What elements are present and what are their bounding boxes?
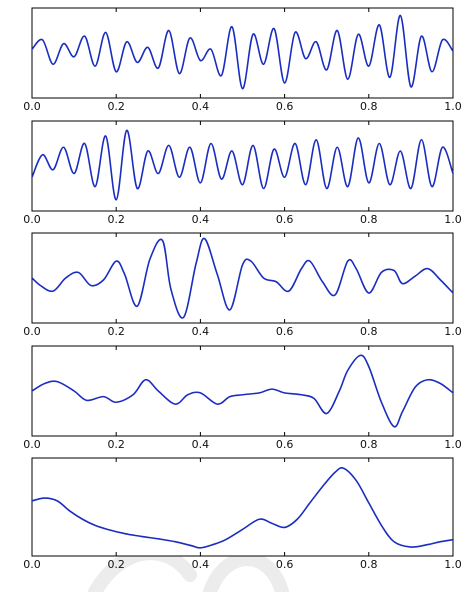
x-tick-label-3-1: 0.0	[23, 325, 41, 338]
x-tick-label-2-2: 0.2	[107, 213, 125, 226]
watermark-stroke-2	[203, 552, 289, 592]
signal-line-4	[31, 354, 454, 428]
subplot-2: 0.0 0.2 0.4 0.6 0.8 1.0	[23, 120, 462, 226]
x-tick-label-5-4: 0.6	[276, 558, 294, 571]
subplot-4: 0.0 0.2 0.4 0.6 0.8 1.0	[23, 345, 462, 451]
x-tick-label-3-6: 1.0	[444, 325, 462, 338]
x-tick-label-5-2: 0.2	[107, 558, 125, 571]
signal-line-1	[31, 14, 454, 90]
x-tick-label-1-3: 0.4	[192, 100, 210, 113]
signal-line-3	[31, 237, 454, 319]
x-tick-label-4-3: 0.4	[192, 438, 210, 451]
x-tick-label-4-5: 0.8	[360, 438, 378, 451]
x-tick-label-3-4: 0.6	[276, 325, 294, 338]
signal-line-2	[31, 129, 454, 201]
x-tick-label-2-1: 0.0	[23, 213, 41, 226]
x-tick-label-3-5: 0.8	[360, 325, 378, 338]
x-tick-label-4-1: 0.0	[23, 438, 41, 451]
x-tick-label-3-3: 0.4	[192, 325, 210, 338]
x-tick-label-1-1: 0.0	[23, 100, 41, 113]
subplot-1: 0.0 0.2 0.4 0.6 0.8 1.0	[23, 7, 462, 113]
axes-frame-5	[31, 457, 454, 557]
axes-frame-2	[31, 120, 454, 212]
axes-frame-4	[31, 345, 454, 437]
signal-line-5	[31, 467, 454, 549]
x-tick-label-2-4: 0.6	[276, 213, 294, 226]
axes-frame-3	[31, 232, 454, 324]
x-tick-label-1-4: 0.6	[276, 100, 294, 113]
x-tick-label-5-1: 0.0	[23, 558, 41, 571]
x-tick-label-1-5: 0.8	[360, 100, 378, 113]
x-tick-label-2-6: 1.0	[444, 213, 462, 226]
x-tick-label-5-5: 0.8	[360, 558, 378, 571]
x-tick-label-5-6: 1.0	[444, 558, 462, 571]
x-tick-label-4-4: 0.6	[276, 438, 294, 451]
axes-frame-1	[31, 7, 454, 99]
x-tick-label-2-5: 0.8	[360, 213, 378, 226]
subplot-5: 0.0 0.2 0.4 0.6 0.8 1.0	[23, 457, 462, 571]
x-tick-label-3-2: 0.2	[107, 325, 125, 338]
x-tick-label-2-3: 0.4	[192, 213, 210, 226]
x-tick-label-4-6: 1.0	[444, 438, 462, 451]
x-tick-label-1-6: 1.0	[444, 100, 462, 113]
x-tick-label-1-2: 0.2	[107, 100, 125, 113]
x-tick-label-5-3: 0.4	[192, 558, 210, 571]
subplot-3: 0.0 0.2 0.4 0.6 0.8 1.0	[23, 232, 462, 338]
x-tick-label-4-2: 0.2	[107, 438, 125, 451]
